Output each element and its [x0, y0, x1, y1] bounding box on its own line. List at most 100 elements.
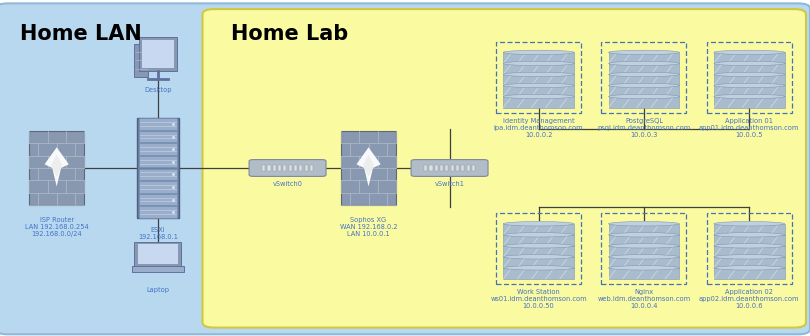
FancyBboxPatch shape — [503, 85, 574, 96]
FancyBboxPatch shape — [503, 96, 574, 108]
Ellipse shape — [503, 72, 574, 77]
FancyBboxPatch shape — [429, 165, 433, 171]
FancyBboxPatch shape — [142, 40, 174, 68]
Text: Application 02
app02.idm.deanthomson.com
10.0.0.6: Application 02 app02.idm.deanthomson.com… — [699, 289, 799, 309]
Text: vSwitch0: vSwitch0 — [272, 181, 303, 187]
Polygon shape — [356, 147, 381, 186]
FancyBboxPatch shape — [450, 165, 454, 171]
Ellipse shape — [608, 233, 680, 237]
Text: PostgreSQL
psql.idm.deanthomson.com
10.0.0.3: PostgreSQL psql.idm.deanthomson.com 10.0… — [597, 118, 691, 138]
FancyBboxPatch shape — [714, 85, 785, 96]
FancyBboxPatch shape — [503, 268, 574, 279]
Ellipse shape — [608, 266, 680, 270]
FancyBboxPatch shape — [139, 194, 177, 205]
FancyBboxPatch shape — [503, 235, 574, 246]
FancyBboxPatch shape — [446, 165, 449, 171]
FancyBboxPatch shape — [139, 156, 177, 167]
FancyBboxPatch shape — [139, 143, 177, 155]
FancyBboxPatch shape — [503, 52, 574, 64]
FancyBboxPatch shape — [139, 37, 177, 71]
FancyBboxPatch shape — [714, 64, 785, 75]
FancyBboxPatch shape — [435, 165, 438, 171]
FancyBboxPatch shape — [29, 131, 84, 205]
FancyBboxPatch shape — [134, 242, 181, 266]
FancyBboxPatch shape — [139, 118, 177, 129]
FancyBboxPatch shape — [503, 64, 574, 75]
FancyBboxPatch shape — [0, 3, 810, 334]
Ellipse shape — [503, 233, 574, 237]
Ellipse shape — [714, 255, 785, 259]
FancyBboxPatch shape — [608, 64, 680, 75]
FancyBboxPatch shape — [278, 165, 281, 171]
FancyBboxPatch shape — [139, 131, 177, 142]
Ellipse shape — [714, 61, 785, 66]
Ellipse shape — [608, 255, 680, 259]
Text: Application 01
app01.idm.deanthomson.com
10.0.0.5: Application 01 app01.idm.deanthomson.com… — [699, 118, 799, 138]
FancyBboxPatch shape — [503, 246, 574, 257]
Ellipse shape — [608, 94, 680, 99]
FancyBboxPatch shape — [267, 165, 271, 171]
FancyBboxPatch shape — [440, 165, 443, 171]
Ellipse shape — [714, 83, 785, 88]
FancyBboxPatch shape — [202, 9, 806, 328]
FancyBboxPatch shape — [134, 44, 148, 77]
FancyBboxPatch shape — [503, 224, 574, 235]
FancyBboxPatch shape — [608, 235, 680, 246]
FancyBboxPatch shape — [467, 165, 470, 171]
Polygon shape — [51, 155, 62, 177]
FancyBboxPatch shape — [424, 165, 427, 171]
Ellipse shape — [608, 72, 680, 77]
Polygon shape — [45, 147, 69, 186]
Text: Desktop: Desktop — [144, 87, 172, 93]
Text: Work Station
ws01.idm.deanthomson.com
10.0.0.50: Work Station ws01.idm.deanthomson.com 10… — [490, 289, 587, 309]
Text: Home Lab: Home Lab — [231, 24, 348, 44]
Text: ISP Router
LAN 192.168.0.254
192.168.0.0/24: ISP Router LAN 192.168.0.254 192.168.0.0… — [25, 217, 88, 237]
FancyBboxPatch shape — [273, 165, 276, 171]
Ellipse shape — [503, 221, 574, 226]
FancyBboxPatch shape — [139, 181, 177, 193]
Ellipse shape — [503, 244, 574, 248]
Ellipse shape — [714, 233, 785, 237]
FancyBboxPatch shape — [608, 257, 680, 268]
Text: vSwitch1: vSwitch1 — [435, 181, 464, 187]
FancyBboxPatch shape — [714, 268, 785, 279]
Text: ESXi
192.168.0.1: ESXi 192.168.0.1 — [138, 227, 178, 240]
FancyBboxPatch shape — [461, 165, 464, 171]
FancyBboxPatch shape — [294, 165, 297, 171]
FancyBboxPatch shape — [608, 85, 680, 96]
FancyBboxPatch shape — [472, 165, 475, 171]
Ellipse shape — [608, 61, 680, 66]
FancyBboxPatch shape — [137, 118, 179, 218]
FancyBboxPatch shape — [284, 165, 287, 171]
FancyBboxPatch shape — [456, 165, 459, 171]
FancyBboxPatch shape — [714, 52, 785, 64]
FancyBboxPatch shape — [310, 165, 313, 171]
FancyBboxPatch shape — [288, 165, 292, 171]
FancyBboxPatch shape — [714, 96, 785, 108]
Ellipse shape — [503, 50, 574, 55]
Ellipse shape — [714, 50, 785, 55]
FancyBboxPatch shape — [262, 165, 265, 171]
FancyBboxPatch shape — [138, 244, 178, 264]
Text: Sophos XG
WAN 192.168.0.2
LAN 10.0.0.1: Sophos XG WAN 192.168.0.2 LAN 10.0.0.1 — [339, 217, 398, 237]
FancyBboxPatch shape — [503, 75, 574, 85]
Ellipse shape — [608, 50, 680, 55]
Ellipse shape — [608, 221, 680, 226]
Ellipse shape — [503, 266, 574, 270]
Ellipse shape — [714, 221, 785, 226]
FancyBboxPatch shape — [139, 206, 177, 218]
Text: Nginx
web.idm.deanthomson.com
10.0.0.4: Nginx web.idm.deanthomson.com 10.0.0.4 — [598, 289, 690, 309]
FancyBboxPatch shape — [299, 165, 302, 171]
FancyBboxPatch shape — [305, 165, 308, 171]
Ellipse shape — [503, 94, 574, 99]
FancyBboxPatch shape — [714, 246, 785, 257]
FancyBboxPatch shape — [608, 96, 680, 108]
Text: Laptop: Laptop — [147, 287, 169, 293]
FancyBboxPatch shape — [411, 160, 488, 176]
Ellipse shape — [714, 94, 785, 99]
Ellipse shape — [714, 266, 785, 270]
FancyBboxPatch shape — [131, 266, 185, 272]
FancyBboxPatch shape — [503, 257, 574, 268]
FancyBboxPatch shape — [714, 257, 785, 268]
Text: Identity Management
ipa.idm.deanthomson.com
10.0.0.2: Identity Management ipa.idm.deanthomson.… — [494, 118, 583, 138]
